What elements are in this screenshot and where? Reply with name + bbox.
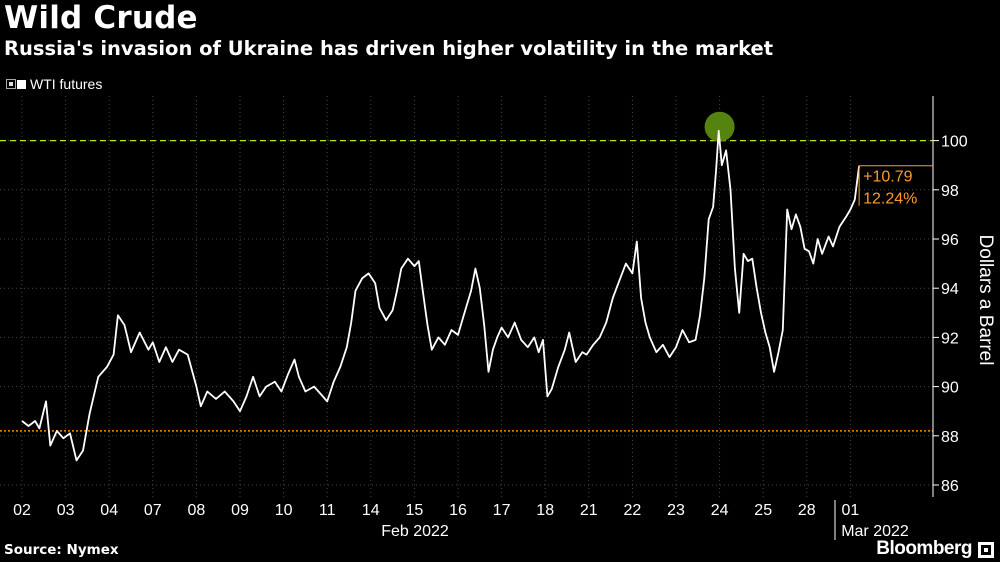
x-tick-label: 15 [406,502,424,519]
y-tick-label: 98 [941,183,959,200]
x-group-label: Feb 2022 [381,523,449,540]
x-tick-label: 09 [231,502,249,519]
x-tick-label: 24 [711,502,729,519]
x-tick-label: 28 [798,502,816,519]
source-note: Source: Nymex [4,542,119,558]
chart-subtitle: Russia's invasion of Ukraine has driven … [4,37,774,60]
y-tick-label: 92 [941,330,959,347]
series-line-wti [21,129,860,462]
y-tick-label: 90 [941,380,959,397]
y-axis-label: Dollars a Barrel [975,234,996,366]
x-tick-label: 17 [493,502,511,519]
x-tick-label: 02 [13,502,31,519]
x-tick-label: 23 [667,502,685,519]
x-tick-label: 25 [754,502,772,519]
x-tick-label: 07 [144,502,162,519]
x-tick-label: 18 [536,502,554,519]
legend-swatch-icon [17,79,26,89]
x-tick-label: 14 [362,502,380,519]
annotation-percent: 12.24% [863,191,917,208]
y-tick-label: 96 [941,232,959,249]
x-tick-label: 11 [319,502,336,519]
x-tick-label: 01 [842,502,860,519]
x-tick-label: 03 [57,502,75,519]
y-tick-label: 88 [941,429,959,446]
chart-title: Wild Crude [4,0,198,36]
x-tick-label: 21 [580,502,598,519]
x-tick-label: 10 [275,502,293,519]
y-tick-label: 100 [941,134,968,151]
legend-label: WTI futures [30,76,103,92]
x-group-label: Mar 2022 [841,523,909,540]
x-tick-label: 22 [624,502,642,519]
y-tick-label: 86 [941,478,959,495]
x-tick-label: 04 [100,502,118,519]
x-tick-label: 16 [449,502,467,519]
bloomberg-mark-icon [978,542,994,558]
legend: WTI futures [6,76,102,92]
legend-toggle-icon[interactable] [6,79,16,89]
x-tick-label: 08 [188,502,206,519]
y-tick-label: 94 [941,281,959,298]
brand-logo: Bloomberg [876,538,972,559]
peak-highlight [704,111,735,142]
annotation-change: +10.79 [863,169,912,186]
